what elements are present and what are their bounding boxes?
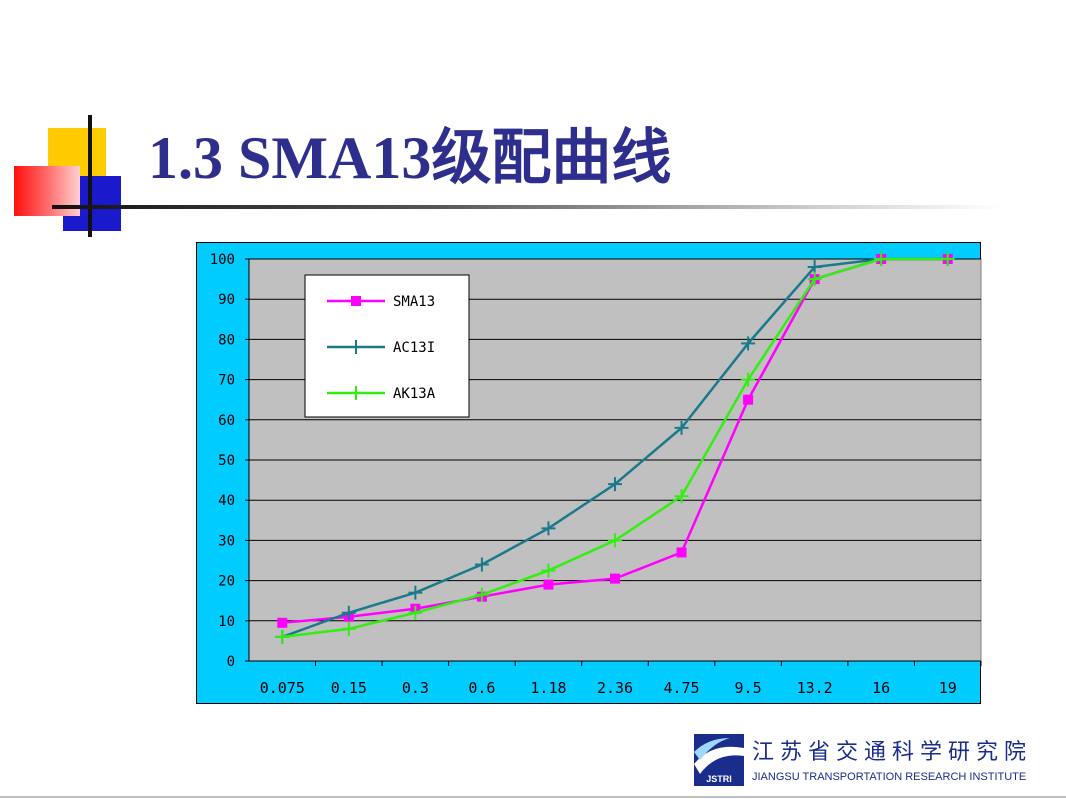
- legend-marker: [351, 296, 361, 306]
- x-tick-label: 0.075: [260, 679, 305, 697]
- data-point: [543, 579, 554, 590]
- legend: SMA13 AC13I AK13A: [304, 274, 470, 418]
- data-point: [676, 547, 687, 558]
- y-tick-label: 40: [218, 493, 235, 509]
- data-point: [674, 420, 689, 435]
- x-tick-label: 4.75: [663, 679, 699, 697]
- x-tick-label: 9.5: [735, 679, 762, 697]
- y-tick-label: 80: [218, 332, 235, 348]
- logo-text: JSTRI: [706, 774, 732, 784]
- y-tick-label: 50: [218, 453, 235, 469]
- data-point: [741, 372, 756, 387]
- x-tick-label: 2.36: [597, 679, 633, 697]
- x-tick-label: 13.2: [797, 679, 833, 697]
- y-tick-label: 10: [218, 614, 235, 630]
- x-tick-label: 16: [872, 679, 890, 697]
- legend-marker: [349, 386, 363, 400]
- data-point: [807, 272, 822, 287]
- data-point: [741, 336, 756, 351]
- data-point: [341, 605, 356, 620]
- slide-bottom-border: [0, 796, 1066, 798]
- institute-name-cn: 江苏省交通科学研究院: [752, 740, 1033, 765]
- legend-label: AK13A: [393, 386, 436, 402]
- slide-title: 1.3 SMA13级配曲线: [148, 125, 672, 191]
- x-tick-label: 1.18: [530, 679, 566, 697]
- gradation-chart: 0 10 20 30 40 50 60 70 80 90 100 0.075 0.15 0.3 0.6 1.1…: [210, 252, 982, 697]
- data-point: [940, 252, 955, 266]
- data-point: [474, 557, 489, 572]
- data-point: [341, 621, 356, 636]
- x-tick-label: 0.15: [331, 679, 367, 697]
- x-tick-label: 0.6: [468, 679, 495, 697]
- data-point: [874, 252, 889, 266]
- y-tick-label: 100: [210, 252, 235, 268]
- legend-marker: [349, 340, 363, 354]
- data-point: [541, 563, 556, 578]
- data-point: [743, 394, 754, 405]
- data-point: [277, 617, 288, 628]
- data-point: [807, 260, 822, 275]
- data-point: [608, 477, 622, 492]
- y-tick-label: 30: [218, 533, 235, 549]
- y-tick-label: 0: [227, 654, 235, 670]
- x-tick-label: 19: [939, 679, 957, 697]
- data-point: [275, 629, 290, 644]
- data-point: [610, 573, 620, 584]
- legend-label: AC13I: [393, 340, 435, 356]
- y-tick-label: 70: [218, 373, 235, 389]
- chart-frame: 0 10 20 30 40 50 60 70 80 90 100 0.075 0.15 0.3 0.6 1.1…: [196, 242, 982, 704]
- institute-name-en: JIANGSU TRANSPORTATION RESEARCH INSTITUT…: [752, 771, 1027, 783]
- data-point: [674, 489, 689, 504]
- jstri-logo: JSTRI: [694, 734, 744, 786]
- data-point: [474, 587, 489, 602]
- data-point: [408, 605, 423, 620]
- y-tick-label: 90: [218, 292, 235, 308]
- legend-label: SMA13: [393, 294, 435, 310]
- y-tick-label: 60: [218, 413, 235, 429]
- title-underline: [52, 205, 1002, 209]
- x-tick-label: 0.3: [402, 679, 429, 697]
- data-point: [541, 521, 556, 536]
- data-point: [408, 585, 423, 600]
- series-ak13a: [275, 252, 955, 644]
- decor-vertical-line: [88, 115, 92, 237]
- data-point: [608, 533, 622, 548]
- y-tick-label: 20: [218, 574, 235, 590]
